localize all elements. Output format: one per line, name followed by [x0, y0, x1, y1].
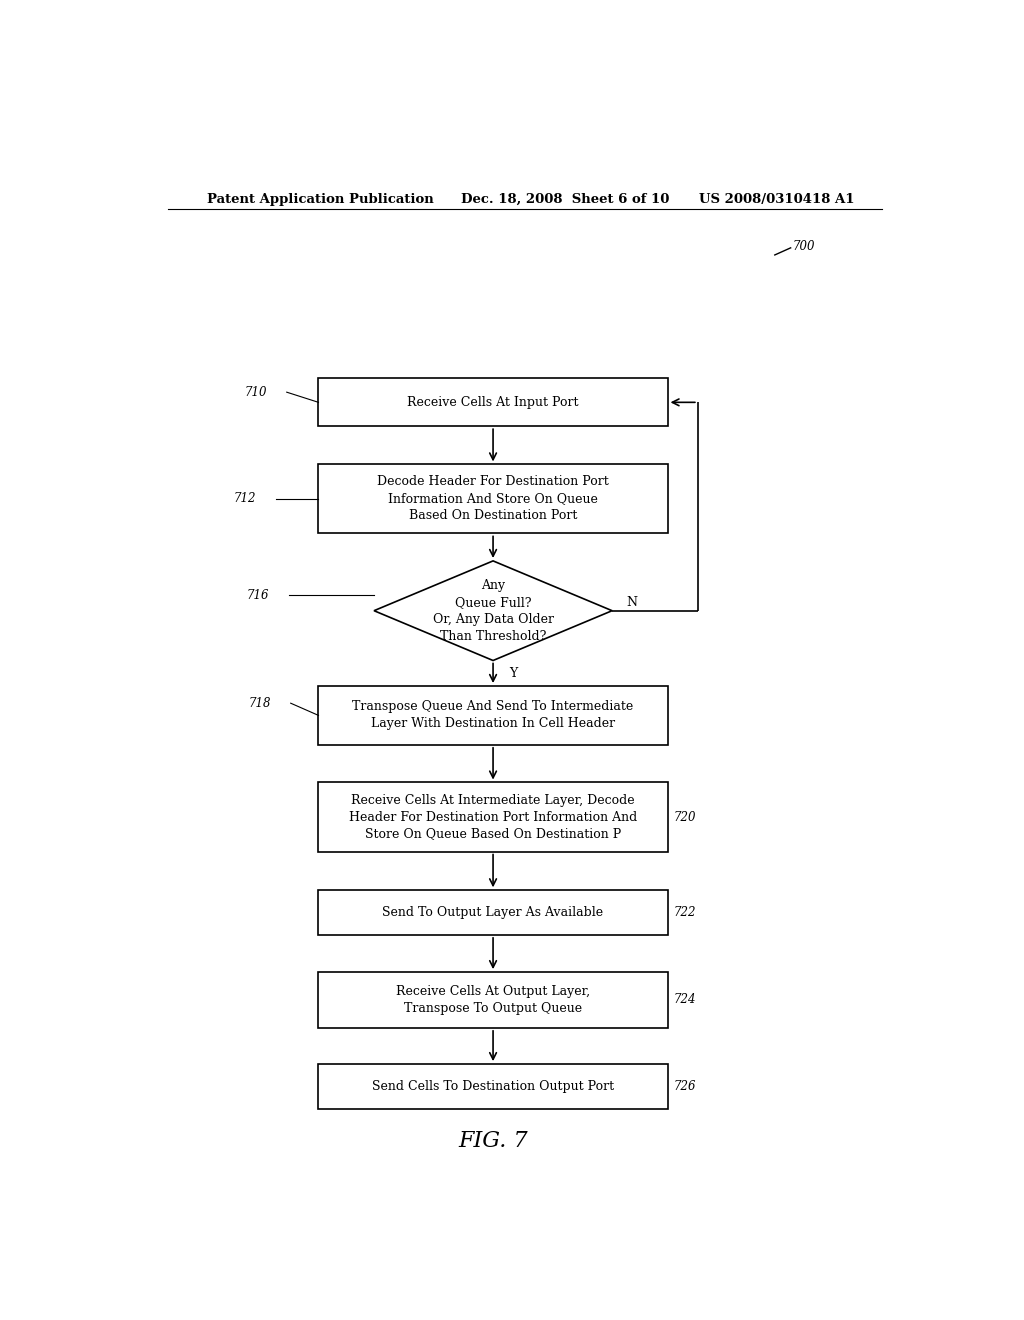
- Text: FIG. 7: FIG. 7: [459, 1130, 527, 1152]
- Text: 726: 726: [674, 1080, 696, 1093]
- Polygon shape: [374, 561, 612, 660]
- Text: Transpose Queue And Send To Intermediate
Layer With Destination In Cell Header: Transpose Queue And Send To Intermediate…: [352, 701, 634, 730]
- Text: Receive Cells At Input Port: Receive Cells At Input Port: [408, 396, 579, 409]
- Text: US 2008/0310418 A1: US 2008/0310418 A1: [699, 193, 855, 206]
- Text: Dec. 18, 2008  Sheet 6 of 10: Dec. 18, 2008 Sheet 6 of 10: [461, 193, 670, 206]
- Text: Send To Output Layer As Available: Send To Output Layer As Available: [383, 906, 603, 919]
- Text: 700: 700: [793, 240, 815, 253]
- FancyBboxPatch shape: [318, 465, 668, 533]
- FancyBboxPatch shape: [318, 783, 668, 851]
- Text: 710: 710: [245, 385, 267, 399]
- Text: 716: 716: [247, 589, 269, 602]
- Text: Y: Y: [509, 667, 517, 680]
- Text: Receive Cells At Intermediate Layer, Decode
Header For Destination Port Informat: Receive Cells At Intermediate Layer, Dec…: [349, 793, 637, 841]
- Text: 718: 718: [249, 697, 270, 710]
- FancyBboxPatch shape: [318, 1064, 668, 1109]
- Text: Decode Header For Destination Port
Information And Store On Queue
Based On Desti: Decode Header For Destination Port Infor…: [377, 475, 609, 523]
- Text: Patent Application Publication: Patent Application Publication: [207, 193, 434, 206]
- Text: Receive Cells At Output Layer,
Transpose To Output Queue: Receive Cells At Output Layer, Transpose…: [396, 985, 590, 1015]
- FancyBboxPatch shape: [318, 972, 668, 1028]
- FancyBboxPatch shape: [318, 686, 668, 744]
- Text: 712: 712: [234, 492, 257, 506]
- Text: 724: 724: [674, 994, 696, 1006]
- Text: Any
Queue Full?
Or, Any Data Older
Than Threshold?: Any Queue Full? Or, Any Data Older Than …: [432, 578, 554, 643]
- Text: Send Cells To Destination Output Port: Send Cells To Destination Output Port: [372, 1080, 614, 1093]
- FancyBboxPatch shape: [318, 379, 668, 426]
- Text: 720: 720: [674, 810, 696, 824]
- FancyBboxPatch shape: [318, 890, 668, 935]
- Text: 722: 722: [674, 906, 696, 919]
- Text: N: N: [627, 597, 637, 609]
